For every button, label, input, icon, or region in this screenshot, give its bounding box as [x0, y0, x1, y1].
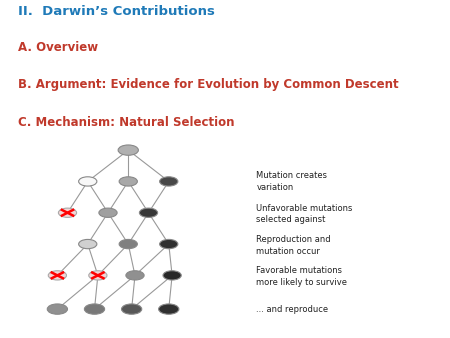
Ellipse shape — [160, 177, 178, 186]
Text: Mutation creates
variation: Mutation creates variation — [256, 171, 328, 192]
Ellipse shape — [160, 239, 178, 249]
Ellipse shape — [89, 271, 107, 280]
Ellipse shape — [58, 208, 76, 217]
Ellipse shape — [48, 271, 67, 280]
Ellipse shape — [119, 177, 137, 186]
Ellipse shape — [119, 239, 137, 249]
Ellipse shape — [122, 304, 142, 314]
Ellipse shape — [47, 304, 68, 314]
Ellipse shape — [85, 304, 105, 314]
Ellipse shape — [140, 208, 158, 217]
Ellipse shape — [118, 145, 139, 155]
Text: Unfavorable mutations
selected against: Unfavorable mutations selected against — [256, 203, 353, 224]
Ellipse shape — [163, 271, 181, 280]
Text: ... and reproduce: ... and reproduce — [256, 305, 328, 314]
Ellipse shape — [79, 239, 97, 249]
Text: Favorable mutations
more likely to survive: Favorable mutations more likely to survi… — [256, 266, 347, 287]
Text: II.  Darwin’s Contributions: II. Darwin’s Contributions — [18, 5, 215, 18]
Text: A. Overview: A. Overview — [18, 41, 98, 53]
Ellipse shape — [126, 271, 144, 280]
Text: C. Mechanism: Natural Selection: C. Mechanism: Natural Selection — [18, 116, 234, 129]
Ellipse shape — [99, 208, 117, 217]
Ellipse shape — [79, 177, 97, 186]
Ellipse shape — [158, 304, 179, 314]
Text: Reproduction and
mutation occur: Reproduction and mutation occur — [256, 235, 331, 256]
Text: B. Argument: Evidence for Evolution by Common Descent: B. Argument: Evidence for Evolution by C… — [18, 78, 399, 91]
